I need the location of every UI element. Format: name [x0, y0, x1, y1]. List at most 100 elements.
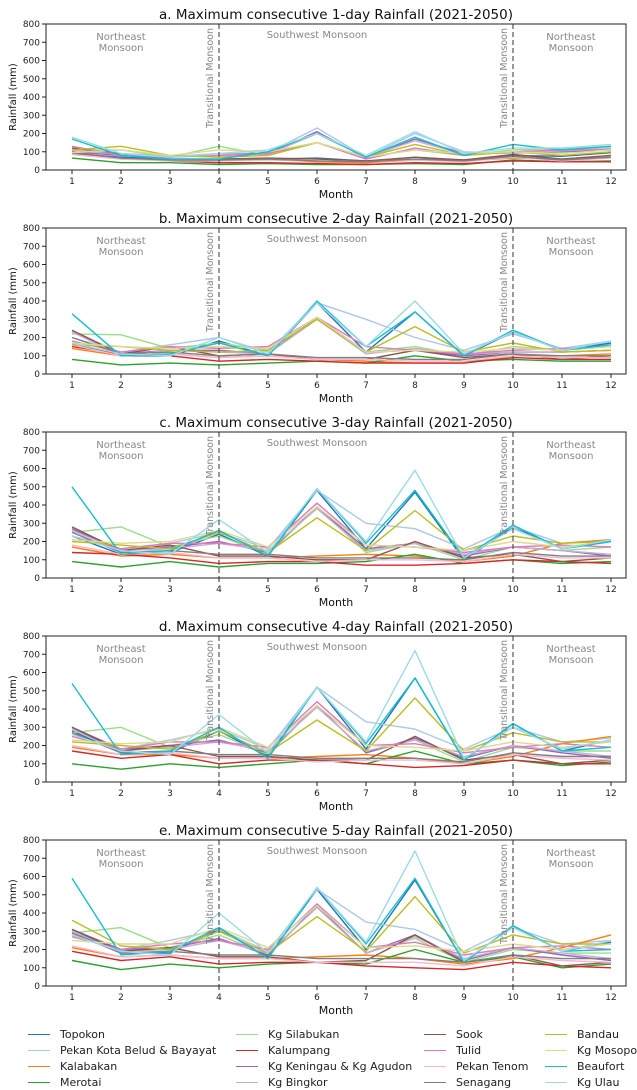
y-tick-label: 500: [23, 687, 40, 697]
x-tick-label: 11: [556, 585, 567, 595]
northeast-monsoon-label: Monsoon: [99, 451, 144, 462]
x-tick-label: 10: [507, 585, 519, 595]
legend-swatch: [236, 1034, 258, 1035]
x-tick-label: 4: [216, 789, 222, 799]
series-line: [71, 300, 612, 357]
series-line: [71, 539, 612, 563]
northeast-monsoon-label: Northeast: [546, 32, 595, 43]
y-tick-label: 600: [23, 465, 40, 475]
x-tick-label: 4: [216, 381, 222, 391]
charts-canvas: a. Maximum consecutive 1-day Rainfall (2…: [8, 7, 627, 1017]
series-line: [71, 318, 612, 353]
x-tick-label: 2: [118, 381, 124, 391]
legend-swatch: [28, 1050, 50, 1051]
legend-swatch: [545, 1034, 567, 1035]
y-tick-label: 400: [23, 501, 40, 511]
y-tick-label: 400: [23, 297, 40, 307]
y-tick-label: 800: [23, 20, 40, 30]
legend-label: Topokon: [60, 1028, 105, 1041]
series-line: [71, 850, 612, 962]
transitional-monsoon-label: Transitional Monsoon: [499, 640, 510, 741]
series-line: [71, 945, 612, 967]
y-tick-label: 100: [23, 148, 40, 158]
x-tick-label: 11: [556, 993, 567, 1003]
y-axis-label: Rainfall (mm): [8, 63, 19, 131]
x-tick-label: 9: [461, 789, 467, 799]
series-line: [71, 726, 612, 765]
x-tick-label: 7: [363, 789, 369, 799]
x-tick-label: 8: [412, 585, 418, 595]
northeast-monsoon-label: Monsoon: [549, 43, 594, 54]
x-tick-label: 12: [605, 585, 616, 595]
x-tick-label: 3: [167, 789, 173, 799]
y-tick-label: 100: [23, 964, 40, 974]
x-tick-label: 3: [167, 381, 173, 391]
legend-label: Kg Mosopoh: [577, 1044, 637, 1057]
series-line: [71, 906, 612, 960]
series-line: [71, 950, 612, 971]
x-tick-label: 5: [265, 789, 271, 799]
legend-label: Senagang: [456, 1076, 512, 1089]
x-axis-label: Month: [319, 188, 354, 201]
x-tick-label: 1: [69, 789, 75, 799]
x-tick-label: 11: [556, 381, 567, 391]
y-tick-label: 300: [23, 111, 40, 121]
chart-panel: e. Maximum consecutive 5-day Rainfall (2…: [8, 823, 627, 1017]
x-tick-label: 2: [118, 789, 124, 799]
y-tick-label: 700: [23, 854, 40, 864]
chart-panel: d. Maximum consecutive 4-day Rainfall (2…: [8, 619, 627, 813]
x-axis-label: Month: [319, 1004, 354, 1017]
northeast-monsoon-label: Monsoon: [99, 247, 144, 258]
x-tick-label: 7: [363, 585, 369, 595]
y-tick-label: 100: [23, 760, 40, 770]
x-tick-label: 10: [507, 993, 519, 1003]
chart-title: b. Maximum consecutive 2-day Rainfall (2…: [159, 211, 513, 227]
legend-swatch: [236, 1066, 258, 1067]
series-line: [71, 316, 612, 353]
series-line: [71, 704, 612, 752]
y-tick-label: 200: [23, 538, 40, 548]
x-tick-label: 9: [461, 993, 467, 1003]
southwest-monsoon-label: Southwest Monsoon: [267, 642, 368, 653]
chart-panel: a. Maximum consecutive 1-day Rainfall (2…: [8, 7, 627, 201]
y-axis-label: Rainfall (mm): [8, 471, 19, 539]
y-tick-label: 600: [23, 669, 40, 679]
southwest-monsoon-label: Southwest Monsoon: [267, 30, 368, 41]
y-tick-label: 700: [23, 446, 40, 456]
series-line: [71, 141, 612, 158]
x-tick-label: 6: [314, 789, 320, 799]
legend-swatch: [28, 1066, 50, 1067]
series-line: [71, 701, 612, 754]
x-tick-label: 5: [265, 381, 271, 391]
legend: Topokon Pekan Kota Belud & Bayayat Kalabak…: [0, 1028, 637, 1090]
y-tick-label: 0: [34, 778, 40, 788]
x-tick-label: 10: [507, 789, 519, 799]
northeast-monsoon-label: Northeast: [96, 32, 145, 43]
legend-label: Sook: [456, 1028, 483, 1041]
x-tick-label: 8: [412, 789, 418, 799]
northeast-monsoon-label: Northeast: [96, 440, 145, 451]
northeast-monsoon-label: Northeast: [546, 440, 595, 451]
y-tick-label: 300: [23, 927, 40, 937]
legend-swatch: [236, 1050, 258, 1051]
northeast-monsoon-label: Northeast: [546, 848, 595, 859]
x-axis-label: Month: [319, 800, 354, 813]
x-tick-label: 12: [605, 993, 616, 1003]
x-tick-label: 1: [69, 381, 75, 391]
legend-swatch: [28, 1034, 50, 1035]
legend-label: Kg Bingkor: [268, 1076, 328, 1089]
transitional-monsoon-label: Transitional Monsoon: [205, 28, 216, 129]
legend-swatch: [424, 1034, 446, 1035]
y-tick-label: 200: [23, 742, 40, 752]
x-axis-label: Month: [319, 596, 354, 609]
x-tick-label: 3: [167, 993, 173, 1003]
y-tick-label: 500: [23, 891, 40, 901]
series-line: [71, 469, 612, 559]
y-tick-label: 0: [34, 982, 40, 992]
series-line: [71, 948, 612, 971]
y-tick-label: 800: [23, 224, 40, 234]
legend-swatch: [545, 1066, 567, 1067]
chart-title: d. Maximum consecutive 4-day Rainfall (2…: [159, 619, 513, 635]
northeast-monsoon-label: Northeast: [96, 236, 145, 247]
